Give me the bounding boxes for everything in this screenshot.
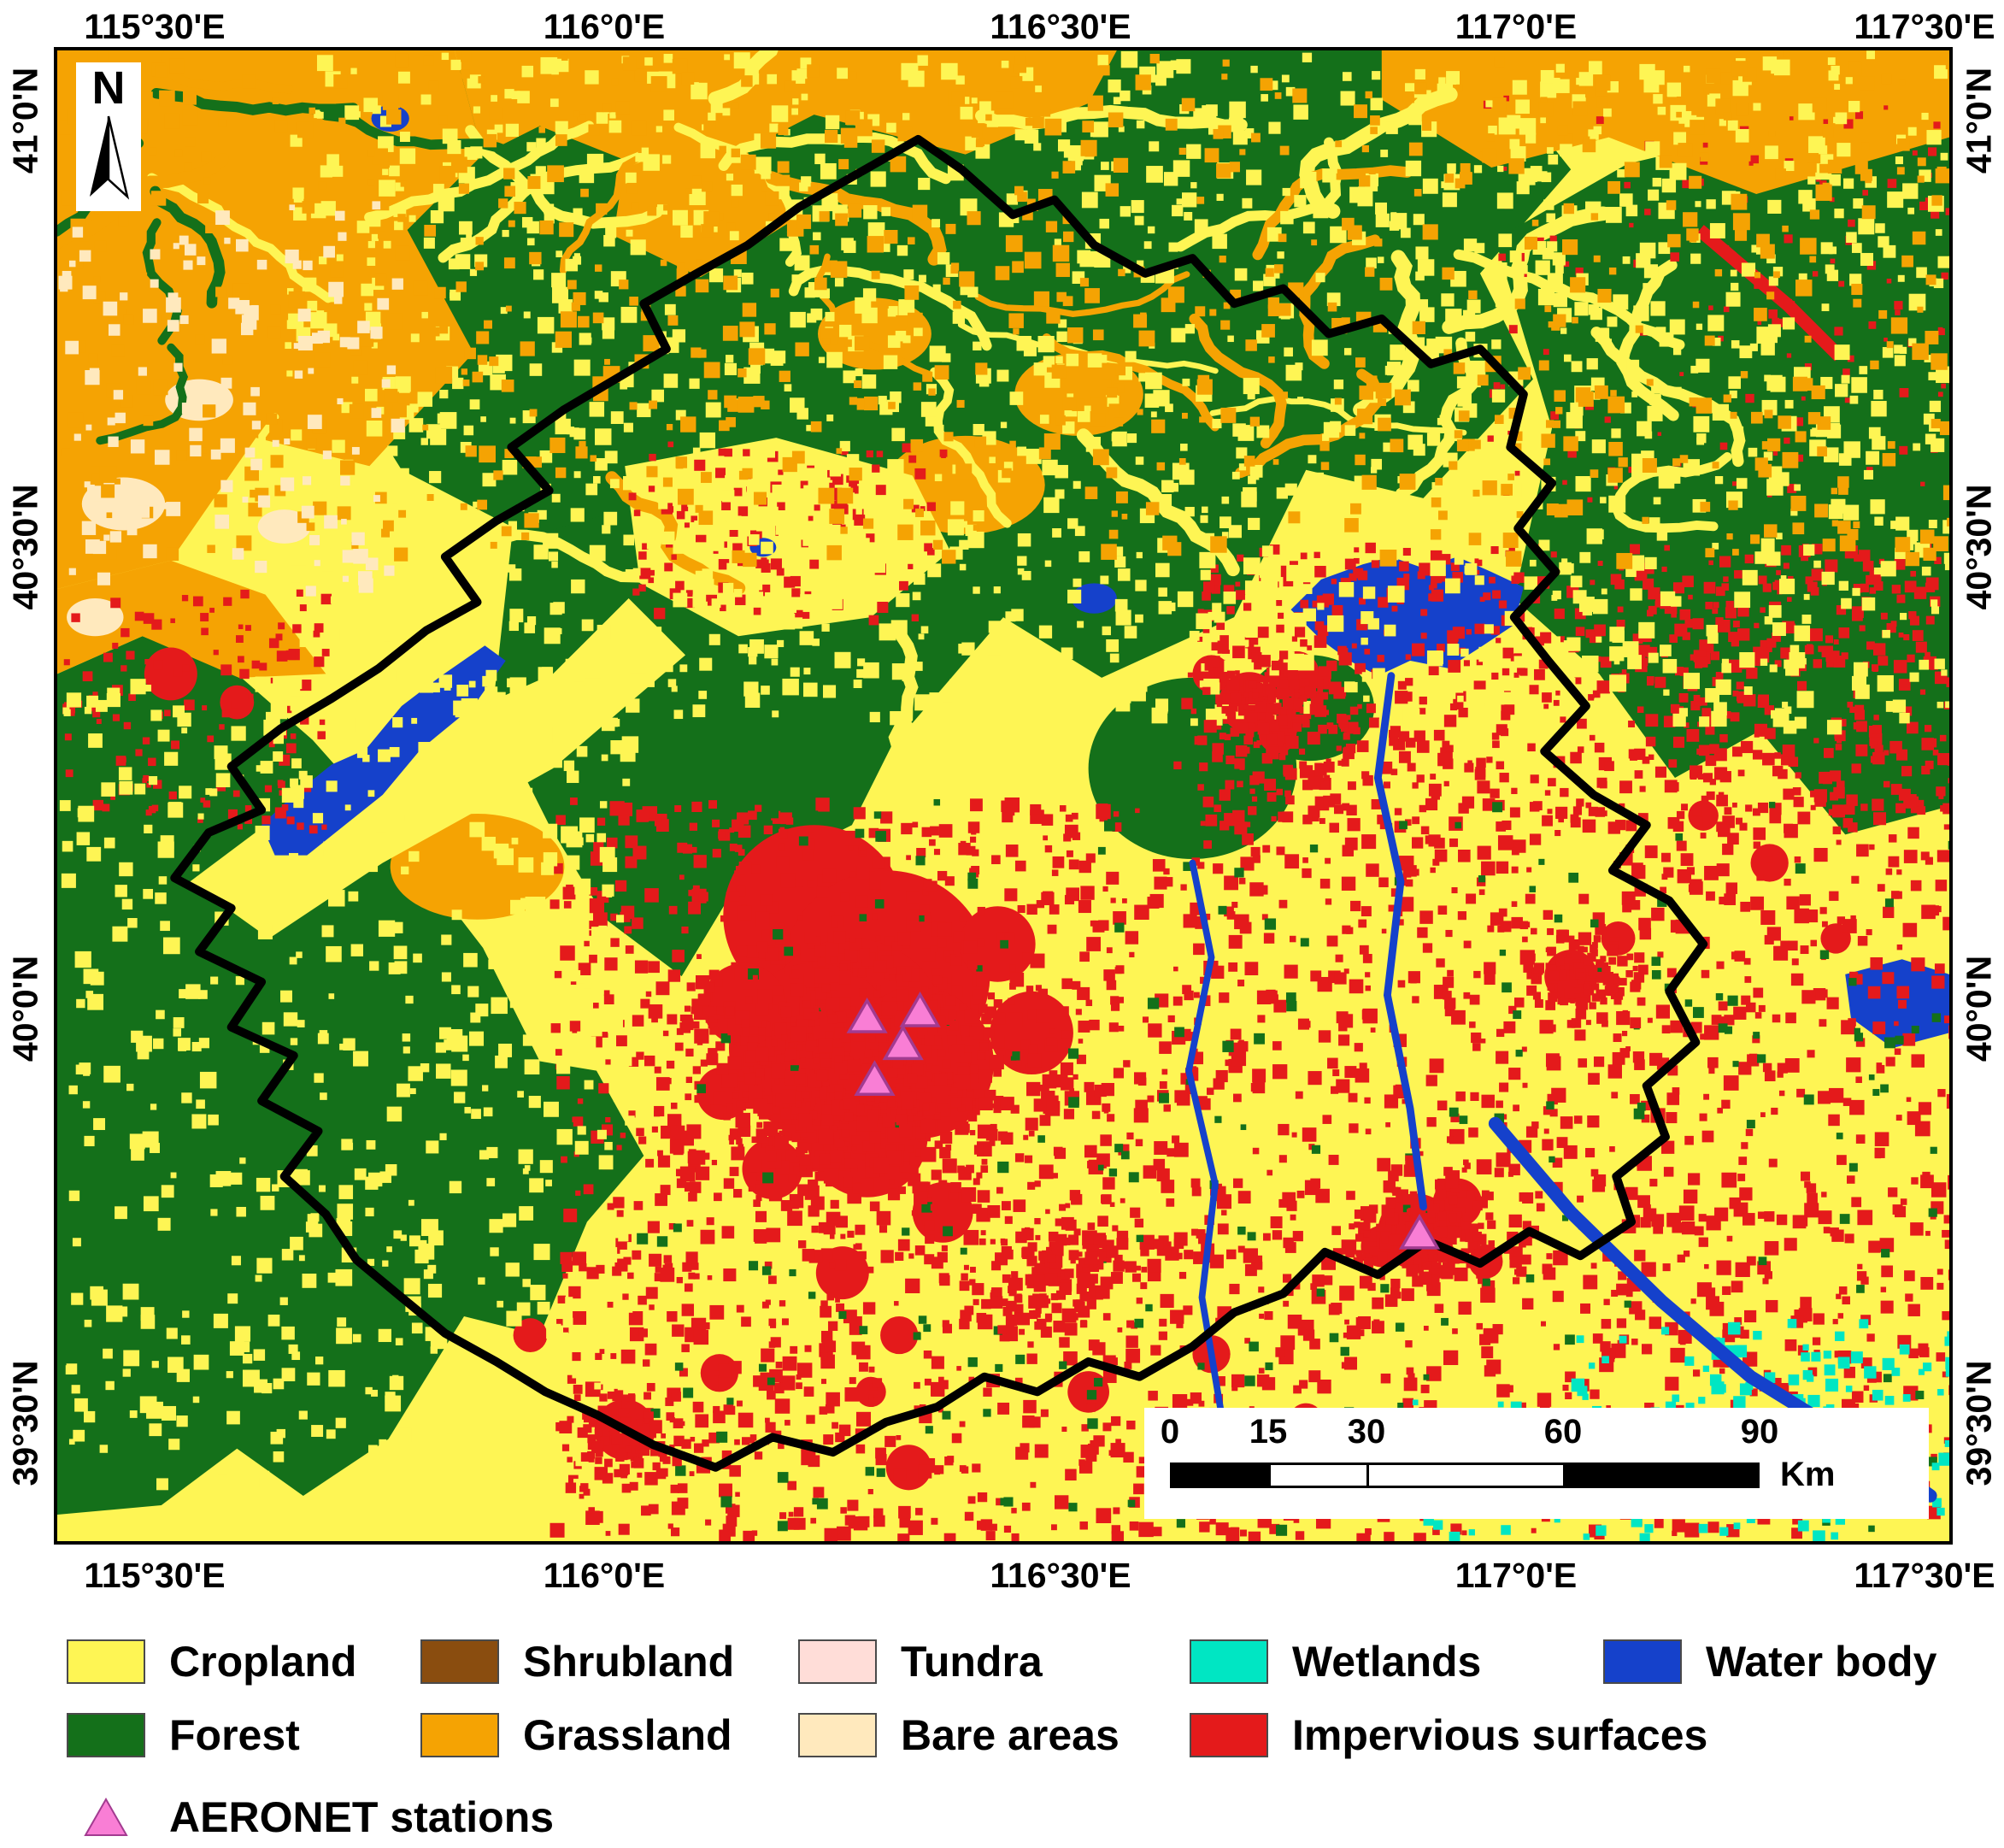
legend-swatch-impervious-surfaces [1190, 1713, 1268, 1757]
legend-label-tundra: Tundra [901, 1638, 1043, 1686]
scalebar-tick-label: 90 [1740, 1413, 1779, 1451]
north-label: N [91, 62, 126, 114]
legend-label-forest: Forest [169, 1711, 300, 1759]
scale-bar-strip [1170, 1463, 1760, 1488]
land-cover-raster [57, 50, 1949, 1541]
scale-bar: 0 15 30 60 90 Km [1144, 1408, 1929, 1519]
legend-label-wetlands: Wetlands [1292, 1638, 1482, 1686]
legend-item-impervious-surfaces: Impervious surfaces [1190, 1711, 1707, 1759]
legend-item-shrubland: Shrubland [420, 1638, 734, 1686]
legend-item-wetlands: Wetlands [1190, 1638, 1481, 1686]
legend-label-shrubland: Shrubland [523, 1638, 735, 1686]
raster-speckles [57, 50, 1949, 1541]
scalebar-tick-label: 15 [1249, 1413, 1288, 1451]
aeronet-station-marker [846, 997, 888, 1033]
longitude-label-bottom: 117°30'E [1854, 1556, 1995, 1595]
legend-label-cropland: Cropland [169, 1638, 357, 1686]
longitude-label-bottom: 117°0'E [1455, 1556, 1578, 1595]
latitude-label-left: 40°0'N [5, 955, 45, 1062]
longitude-label-top: 117°30'E [1854, 7, 1995, 46]
scale-bar-segment [1566, 1465, 1757, 1486]
north-arrow: N [76, 62, 141, 211]
scalebar-tick-label: 30 [1347, 1413, 1386, 1451]
latitude-label-right: 40°0'N [1959, 955, 1999, 1062]
legend-swatch-forest [67, 1713, 145, 1757]
aeronet-station-marker [882, 1024, 924, 1061]
longitude-label-top: 115°30'E [84, 7, 226, 46]
study-area-boundary [170, 134, 1708, 1472]
latitude-label-left: 40°30'N [5, 484, 45, 610]
legend-item-tundra: Tundra [798, 1638, 1043, 1686]
aeronet-station-marker [899, 991, 941, 1027]
longitude-label-bottom: 116°30'E [990, 1556, 1131, 1595]
legend-swatch-water-body [1603, 1639, 1682, 1684]
legend-swatch-grassland [420, 1713, 499, 1757]
aeronet-station-marker [854, 1060, 896, 1096]
legend-item-water-body: Water body [1603, 1638, 1936, 1686]
legend-swatch-bare-areas [798, 1713, 877, 1757]
map-canvas: N 0 15 30 60 90 Km [54, 47, 1953, 1545]
aeronet-legend-symbol [67, 1795, 145, 1839]
aeronet-station-marker [1398, 1213, 1441, 1250]
latitude-label-left: 41°0'N [5, 67, 45, 174]
scale-bar-segment [1172, 1465, 1271, 1486]
longitude-label-top: 117°0'E [1455, 7, 1578, 46]
scale-bar-labels: 0 15 30 60 90 [1144, 1408, 1929, 1454]
scale-bar-segment [1271, 1465, 1369, 1486]
scalebar-tick-label: 60 [1543, 1413, 1583, 1451]
legend-swatch-shrubland [420, 1639, 499, 1684]
scale-bar-segment [1369, 1465, 1566, 1486]
legend-label-water-body: Water body [1706, 1638, 1937, 1686]
latitude-label-left: 39°30'N [5, 1360, 45, 1486]
longitude-label-bottom: 116°0'E [543, 1556, 666, 1595]
legend-label-aeronet-stations: AERONET stations [169, 1793, 555, 1841]
legend-label-bare-areas: Bare areas [901, 1711, 1120, 1759]
aeronet-stations-layer [846, 991, 1441, 1250]
legend-swatch-tundra [798, 1639, 877, 1684]
scale-bar-unit: Km [1780, 1456, 1836, 1493]
north-arrow-icon [90, 115, 130, 200]
legend-item-aeronet-stations: AERONET stations [67, 1793, 554, 1841]
legend-item-bare-areas: Bare areas [798, 1711, 1120, 1759]
legend-label-grassland: Grassland [523, 1711, 732, 1759]
legend-item-forest: Forest [67, 1711, 300, 1759]
latitude-label-right: 41°0'N [1959, 67, 1999, 174]
latitude-label-right: 40°30'N [1959, 484, 1999, 610]
station-triangle-icon [84, 1797, 128, 1836]
legend-item-grassland: Grassland [420, 1711, 732, 1759]
latitude-label-right: 39°30'N [1959, 1360, 1999, 1486]
legend-swatch-wetlands [1190, 1639, 1268, 1684]
legend-label-impervious-surfaces: Impervious surfaces [1292, 1711, 1708, 1759]
longitude-label-top: 116°30'E [990, 7, 1131, 46]
scalebar-tick-label: 0 [1160, 1413, 1180, 1451]
longitude-label-top: 116°0'E [543, 7, 666, 46]
legend-item-cropland: Cropland [67, 1638, 356, 1686]
longitude-label-bottom: 115°30'E [84, 1556, 226, 1595]
legend-swatch-cropland [67, 1639, 145, 1684]
